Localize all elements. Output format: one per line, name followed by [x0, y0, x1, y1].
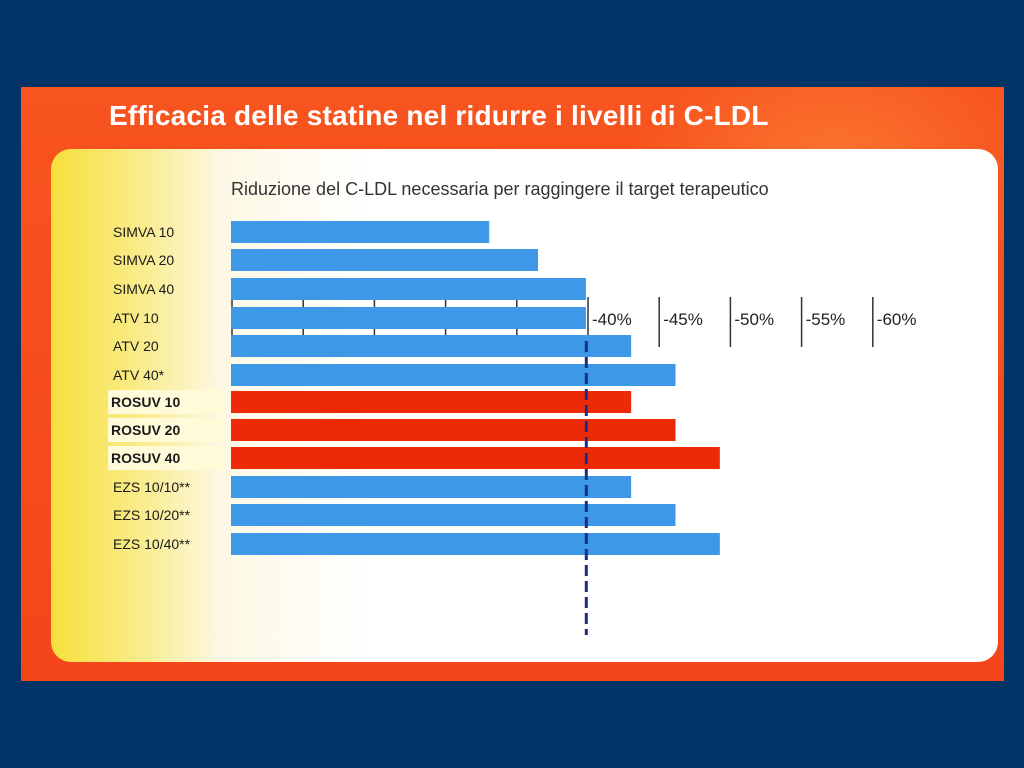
bar — [231, 278, 586, 300]
bar — [231, 307, 586, 329]
bar — [231, 419, 676, 441]
category-label: ATV 20 — [113, 338, 159, 354]
bar — [231, 476, 632, 498]
bar — [231, 504, 676, 526]
label-highlight-box — [108, 446, 226, 470]
chart-panel: Riduzione del C-LDL necessaria per raggi… — [51, 149, 998, 662]
bar — [231, 364, 676, 386]
category-label: EZS 10/10** — [113, 479, 191, 495]
category-label: ROSUV 40 — [111, 450, 180, 466]
category-label: SIMVA 20 — [113, 252, 174, 268]
category-label: EZS 10/40** — [113, 536, 191, 552]
category-label: ATV 10 — [113, 310, 159, 326]
chart-subtitle: Riduzione del C-LDL necessaria per raggi… — [231, 179, 769, 199]
slide-title: Efficacia delle statine nel ridurre i li… — [109, 100, 769, 131]
label-highlight-box — [108, 418, 226, 442]
x-tick-label: -60% — [877, 310, 917, 329]
bar-chart: Riduzione del C-LDL necessaria per raggi… — [108, 179, 917, 635]
category-label: ROSUV 10 — [111, 394, 180, 410]
slide: Efficacia delle statine nel ridurre i li… — [21, 87, 1004, 681]
bar — [231, 249, 539, 271]
bar — [231, 335, 632, 357]
x-tick-label: -50% — [734, 310, 774, 329]
bar — [231, 533, 720, 555]
x-tick-label: -55% — [806, 310, 846, 329]
category-label: ATV 40* — [113, 367, 165, 383]
bar — [231, 391, 632, 413]
category-labels: SIMVA 10 SIMVA 20 SIMVA 40 ATV 10 ATV 20 ATV … — [108, 224, 226, 552]
bars — [231, 221, 720, 555]
x-tick-label: -40% — [592, 310, 632, 329]
category-label: SIMVA 40 — [113, 281, 174, 297]
label-highlight-box — [108, 390, 226, 414]
bar — [231, 221, 490, 243]
bar — [231, 447, 720, 469]
category-label: SIMVA 10 — [113, 224, 174, 240]
x-tick-label: -45% — [663, 310, 703, 329]
category-label: ROSUV 20 — [111, 422, 180, 438]
category-label: EZS 10/20** — [113, 507, 191, 523]
